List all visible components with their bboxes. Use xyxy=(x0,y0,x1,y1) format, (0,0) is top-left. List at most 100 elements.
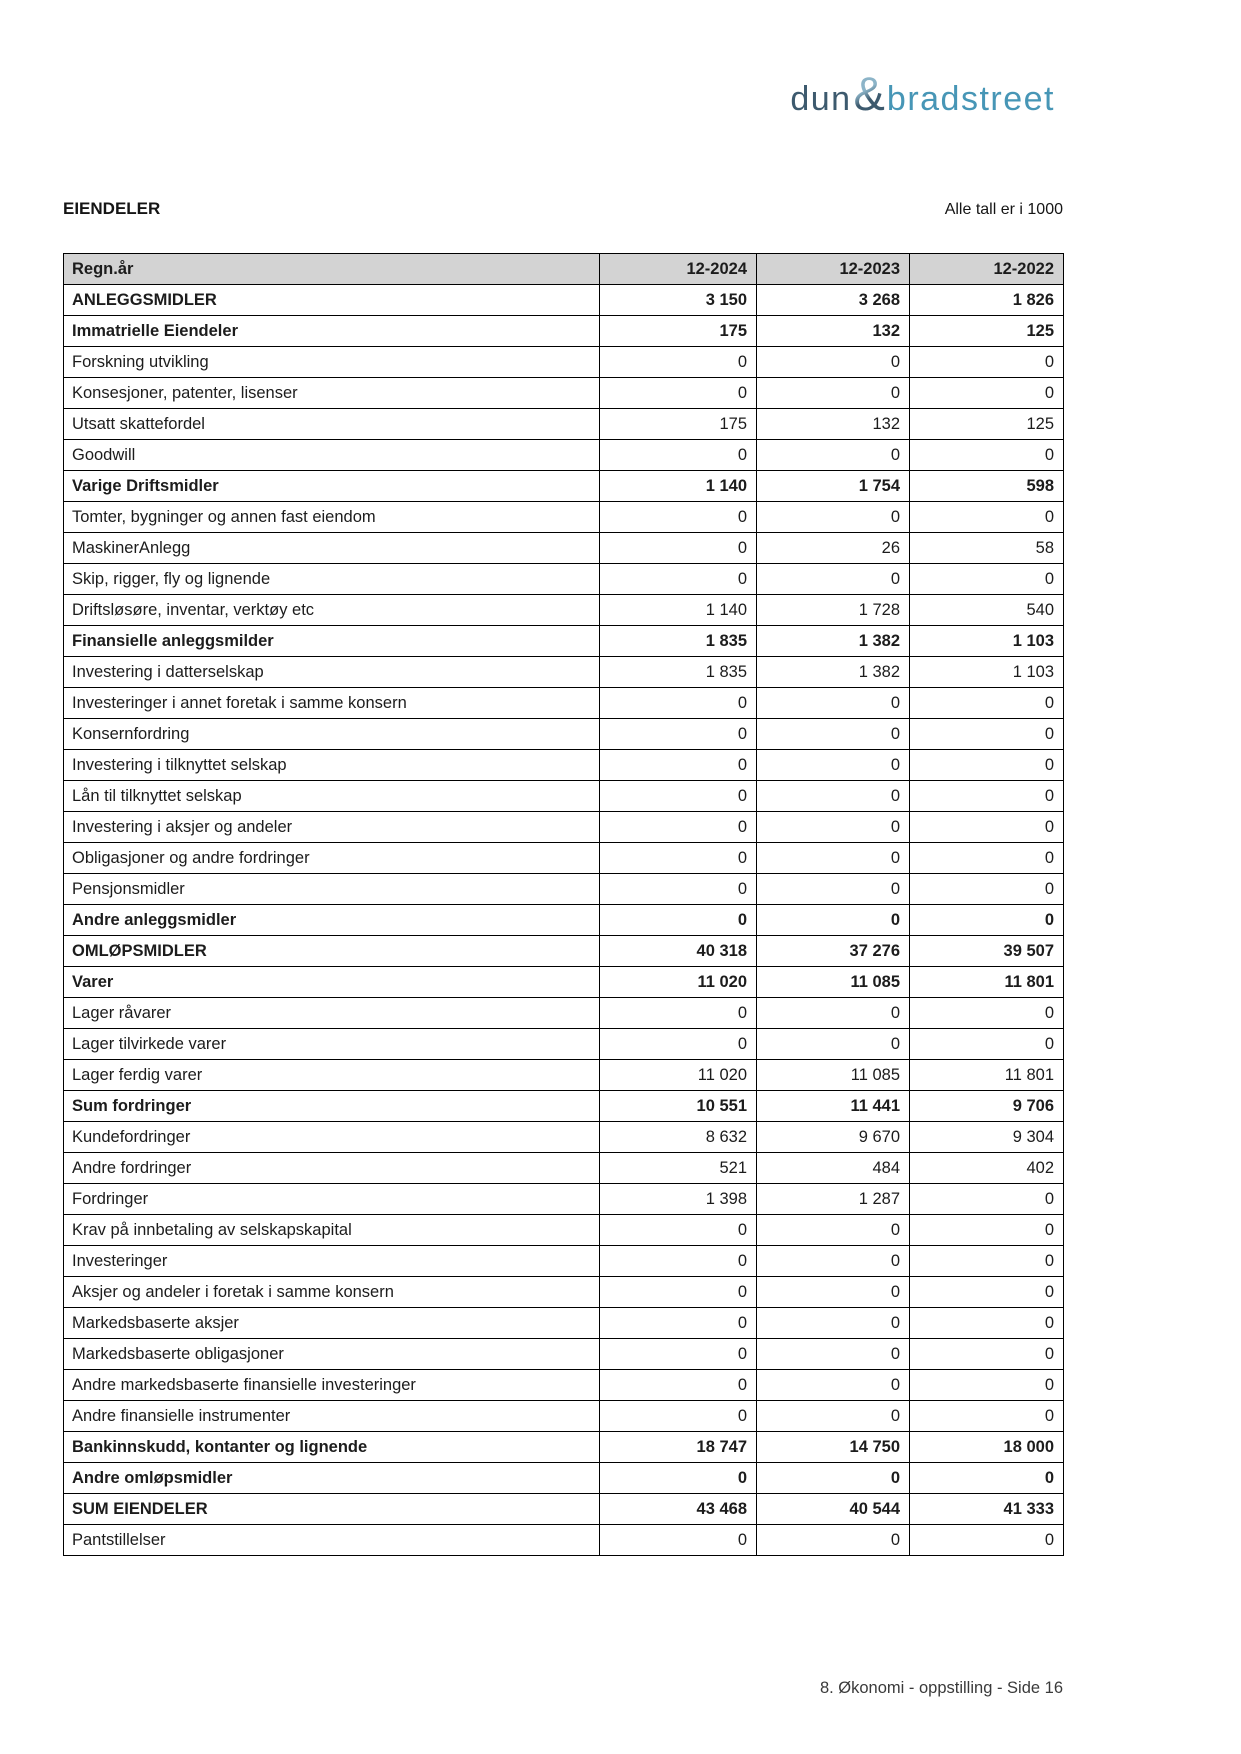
row-label: Konsernfordring xyxy=(63,718,600,750)
row-value: 10 551 xyxy=(599,1090,757,1122)
row-value: 11 020 xyxy=(599,966,757,998)
row-value: 58 xyxy=(909,532,1064,564)
row-value: 18 000 xyxy=(909,1431,1064,1463)
table-row: Investering i aksjer og andeler 0 0 0 xyxy=(63,811,1064,843)
row-value: 0 xyxy=(909,501,1064,533)
table-row: Lager ferdig varer 11 020 11 085 11 801 xyxy=(63,1059,1064,1091)
table-row: Driftsløsøre, inventar, verktøy etc 1 140… xyxy=(63,594,1064,626)
page-title: EIENDELER xyxy=(63,199,161,218)
row-value: 0 xyxy=(756,1028,910,1060)
row-value: 0 xyxy=(909,346,1064,378)
row-label: Lager tilvirkede varer xyxy=(63,1028,600,1060)
row-value: 1 728 xyxy=(756,594,910,626)
row-value: 0 xyxy=(909,1462,1064,1494)
row-label: Andre markedsbaserte finansielle investe… xyxy=(63,1369,600,1401)
row-label: Varer xyxy=(63,966,600,998)
row-value: 0 xyxy=(756,439,910,471)
row-value: 175 xyxy=(599,408,757,440)
row-label: Bankinnskudd, kontanter og lignende xyxy=(63,1431,600,1463)
row-value: 37 276 xyxy=(756,935,910,967)
row-label: OMLØPSMIDLER xyxy=(63,935,600,967)
row-value: 0 xyxy=(909,377,1064,409)
row-value: 0 xyxy=(599,687,757,719)
row-value: 0 xyxy=(909,780,1064,812)
column-header-2024: 12-2024 xyxy=(599,253,757,285)
row-value: 0 xyxy=(756,780,910,812)
row-value: 0 xyxy=(599,1462,757,1494)
row-value: 26 xyxy=(756,532,910,564)
table-row: Konsesjoner, patenter, lisenser 0 0 0 xyxy=(63,377,1064,409)
row-label: Investeringer xyxy=(63,1245,600,1277)
row-value: 40 318 xyxy=(599,935,757,967)
row-value: 0 xyxy=(599,563,757,595)
row-value: 0 xyxy=(756,1524,910,1556)
row-value: 0 xyxy=(756,377,910,409)
table-row: Andre omløpsmidler 0 0 0 xyxy=(63,1462,1064,1494)
row-value: 11 020 xyxy=(599,1059,757,1091)
row-value: 0 xyxy=(599,1369,757,1401)
row-value: 0 xyxy=(909,718,1064,750)
dun-bradstreet-logo: dun & bradstreet xyxy=(790,66,1055,121)
row-value: 125 xyxy=(909,315,1064,347)
row-value: 1 382 xyxy=(756,656,910,688)
row-value: 598 xyxy=(909,470,1064,502)
table-row: SUM EIENDELER 43 468 40 544 41 333 xyxy=(63,1493,1064,1525)
row-value: 0 xyxy=(756,346,910,378)
row-label: Investeringer i annet foretak i samme ko… xyxy=(63,687,600,719)
row-label: Pantstillelser xyxy=(63,1524,600,1556)
row-label: Varige Driftsmidler xyxy=(63,470,600,502)
row-value: 1 835 xyxy=(599,625,757,657)
table-row: Immatrielle Eiendeler 175 132 125 xyxy=(63,315,1064,347)
row-value: 0 xyxy=(909,1400,1064,1432)
table-row: Forskning utvikling 0 0 0 xyxy=(63,346,1064,378)
row-value: 0 xyxy=(599,718,757,750)
row-label: Investering i aksjer og andeler xyxy=(63,811,600,843)
row-value: 0 xyxy=(599,532,757,564)
column-header-2022: 12-2022 xyxy=(909,253,1064,285)
row-label: Driftsløsøre, inventar, verktøy etc xyxy=(63,594,600,626)
table-row: Lager tilvirkede varer 0 0 0 xyxy=(63,1028,1064,1060)
row-value: 0 xyxy=(909,1183,1064,1215)
row-value: 9 304 xyxy=(909,1121,1064,1153)
row-value: 18 747 xyxy=(599,1431,757,1463)
row-value: 0 xyxy=(909,904,1064,936)
row-value: 9 670 xyxy=(756,1121,910,1153)
logo-text-bradstreet: bradstreet xyxy=(886,80,1055,118)
table-row: Markedsbaserte obligasjoner 0 0 0 xyxy=(63,1338,1064,1370)
row-value: 0 xyxy=(599,811,757,843)
table-row: Andre fordringer 521 484 402 xyxy=(63,1152,1064,1184)
table-row: Skip, rigger, fly og lignende 0 0 0 xyxy=(63,563,1064,595)
row-value: 1 382 xyxy=(756,625,910,657)
row-value: 0 xyxy=(756,749,910,781)
row-value: 1 103 xyxy=(909,656,1064,688)
logo-text-dun: dun xyxy=(790,80,852,118)
row-value: 1 826 xyxy=(909,284,1064,316)
row-value: 1 140 xyxy=(599,594,757,626)
row-value: 0 xyxy=(909,811,1064,843)
row-value: 0 xyxy=(756,1214,910,1246)
row-value: 521 xyxy=(599,1152,757,1184)
row-label: Markedsbaserte aksjer xyxy=(63,1307,600,1339)
row-value: 0 xyxy=(909,563,1064,595)
row-value: 11 085 xyxy=(756,1059,910,1091)
row-value: 0 xyxy=(599,749,757,781)
table-header-row: Regn.år 12-2024 12-2023 12-2022 xyxy=(63,253,1064,285)
table-row: MaskinerAnlegg 0 26 58 xyxy=(63,532,1064,564)
row-value: 175 xyxy=(599,315,757,347)
row-value: 0 xyxy=(756,811,910,843)
table-row: Varige Driftsmidler 1 140 1 754 598 xyxy=(63,470,1064,502)
table-row: Investeringer 0 0 0 xyxy=(63,1245,1064,1277)
row-label: Aksjer og andeler i foretak i samme kons… xyxy=(63,1276,600,1308)
table-row: Krav på innbetaling av selskapskapital 0 0… xyxy=(63,1214,1064,1246)
row-value: 0 xyxy=(909,687,1064,719)
row-value: 0 xyxy=(909,842,1064,874)
row-label: Andre omløpsmidler xyxy=(63,1462,600,1494)
row-label: Forskning utvikling xyxy=(63,346,600,378)
table-row: Lager råvarer 0 0 0 xyxy=(63,997,1064,1029)
row-value: 1 398 xyxy=(599,1183,757,1215)
table-row: Andre markedsbaserte finansielle investe… xyxy=(63,1369,1064,1401)
row-value: 41 333 xyxy=(909,1493,1064,1525)
table-row: Finansielle anleggsmilder 1 835 1 382 1 103 xyxy=(63,625,1064,657)
row-value: 0 xyxy=(756,904,910,936)
